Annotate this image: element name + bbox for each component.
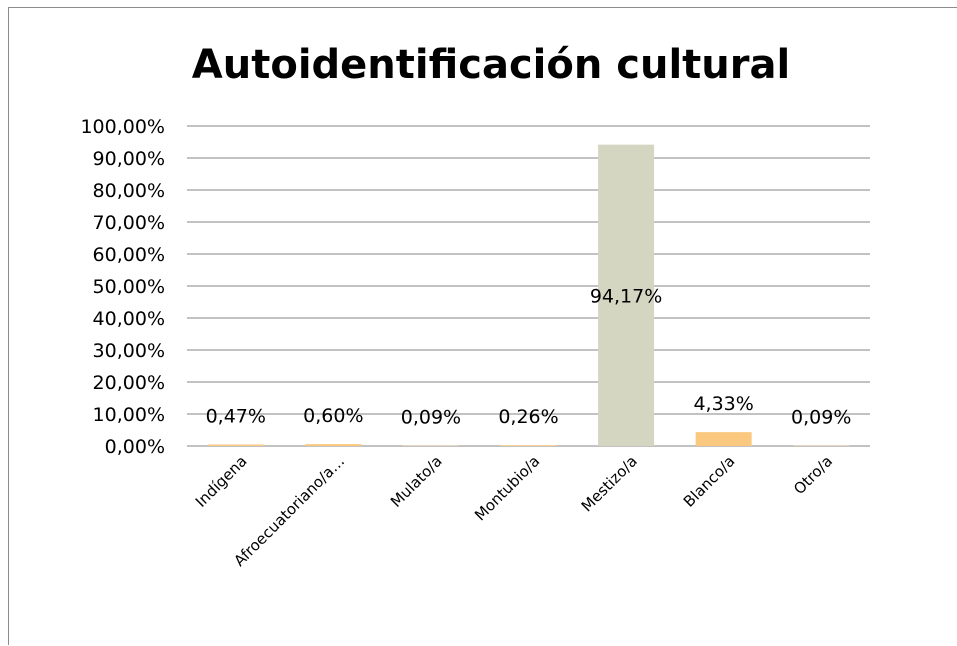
x-category-label: Montubio/a [471,452,543,524]
data-label: 0,60% [303,405,363,427]
bar [305,444,361,446]
y-tick-label: 70,00% [93,212,165,234]
data-label: 0,09% [401,407,461,429]
x-category-label: Indígena [192,452,251,511]
x-category-label: Otro/a [790,452,836,498]
data-label: 0,09% [791,407,851,429]
x-category-label: Mulato/a [387,452,446,511]
data-label: 94,17% [590,285,662,307]
data-labels: 0,47% 0,60% 0,09% 0,26% 94,17% 4,33% 0,09% [206,285,852,428]
y-tick-label: 80,00% [93,180,165,202]
data-label: 0,26% [498,406,558,428]
bar [696,432,752,446]
y-tick-label: 30,00% [93,340,165,362]
bar-chart: Autoidentificación cultural 0,00% 10,00% 2… [9,8,957,646]
data-label: 0,47% [206,405,266,427]
bar [208,444,264,446]
chart-frame: Autoidentificación cultural 0,00% 10,00% 2… [8,7,957,645]
y-tick-label: 40,00% [93,308,165,330]
x-category-label: Blanco/a [680,452,739,511]
y-axis-ticks: 0,00% 10,00% 20,00% 30,00% 40,00% 50,00% 60,00… [80,116,165,458]
y-tick-label: 100,00% [80,116,165,138]
chart-title: Autoidentificación cultural [192,42,790,88]
y-tick-label: 90,00% [93,148,165,170]
x-category-label: Mestizo/a [578,452,641,515]
y-tick-label: 60,00% [93,244,165,266]
x-category-label: Afroecuatoriano/a… [230,452,348,570]
y-tick-label: 50,00% [93,276,165,298]
y-tick-label: 10,00% [93,404,165,426]
y-tick-label: 20,00% [93,372,165,394]
y-tick-label: 0,00% [105,436,165,458]
data-label: 4,33% [693,393,753,415]
gridlines [187,126,870,446]
bar [501,445,557,446]
